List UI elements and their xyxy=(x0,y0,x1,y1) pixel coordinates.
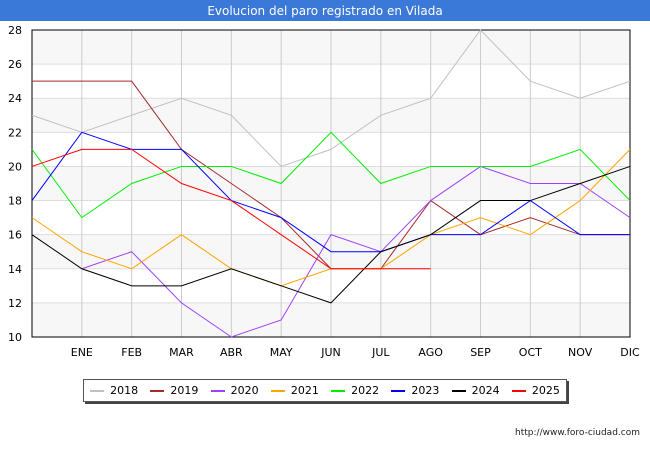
y-tick-label: 10 xyxy=(8,331,22,344)
x-tick-label: AGO xyxy=(418,346,443,359)
series-line-2020 xyxy=(81,165,631,338)
y-tick-label: 16 xyxy=(8,229,22,242)
legend-label: 2023 xyxy=(411,384,440,397)
series-line-2022 xyxy=(31,131,631,219)
legend-label: 2021 xyxy=(290,384,319,397)
x-tick-label: MAR xyxy=(169,346,194,359)
x-tick-label: DIC xyxy=(620,346,640,359)
legend-label: 2018 xyxy=(110,384,139,397)
x-tick-label: ABR xyxy=(220,346,243,359)
legend-item-2023: 2023 xyxy=(391,384,439,397)
series-line-2018 xyxy=(31,29,631,168)
legend-item-2021: 2021 xyxy=(270,384,319,397)
legend-label: 2020 xyxy=(230,384,259,397)
x-tick-label: MAY xyxy=(270,346,293,359)
legend-item-2019: 2019 xyxy=(150,384,198,397)
legend-label: 2019 xyxy=(170,384,199,397)
legend-item-2020: 2020 xyxy=(210,384,259,397)
legend-item-2018: 2018 xyxy=(90,384,138,397)
x-tick-label: ENE xyxy=(71,346,93,359)
x-tick-label: JUL xyxy=(371,346,390,359)
x-tick-label: JUN xyxy=(320,346,341,359)
legend-swatch xyxy=(150,389,165,392)
y-tick-label: 28 xyxy=(8,24,22,37)
y-tick-label: 22 xyxy=(8,126,22,139)
x-tick-label: OCT xyxy=(519,346,542,359)
legend-label: 2025 xyxy=(531,384,560,397)
legend: 2018 2019 2020 2021 2022 2023 2024 2025 xyxy=(83,379,567,402)
legend-item-2025: 2025 xyxy=(511,384,560,397)
legend-swatch xyxy=(270,389,285,392)
y-tick-label: 14 xyxy=(8,263,22,276)
legend-label: 2022 xyxy=(351,384,380,397)
x-tick-label: SEP xyxy=(470,346,491,359)
y-tick-label: 12 xyxy=(8,297,22,310)
chart-title: Evolucion del paro registrado en Vilada xyxy=(0,0,650,21)
series-line-2025 xyxy=(31,148,431,270)
plot-border xyxy=(31,29,631,338)
legend-swatch xyxy=(210,389,225,392)
footer-url[interactable]: http://www.foro-ciudad.com xyxy=(515,428,640,438)
x-tick-label: FEB xyxy=(121,346,142,359)
legend-item-2024: 2024 xyxy=(451,384,500,397)
series-line-2024 xyxy=(31,165,631,304)
legend-swatch xyxy=(391,389,406,392)
legend-swatch xyxy=(90,389,105,392)
legend-swatch xyxy=(511,389,526,392)
y-tick-label: 24 xyxy=(8,92,22,105)
legend-swatch xyxy=(331,389,346,392)
y-tick-label: 20 xyxy=(8,160,22,173)
x-tick-label: NOV xyxy=(568,346,593,359)
legend-swatch xyxy=(451,389,466,392)
line-chart: 10 12 14 16 18 20 22 24 26 28 ENE FEB MAR ABR MAY JUN JU… xyxy=(8,24,640,359)
legend-label: 2024 xyxy=(471,384,500,397)
y-tick-label: 18 xyxy=(8,195,22,208)
legend-item-2022: 2022 xyxy=(331,384,379,397)
y-tick-label: 26 xyxy=(8,58,22,71)
